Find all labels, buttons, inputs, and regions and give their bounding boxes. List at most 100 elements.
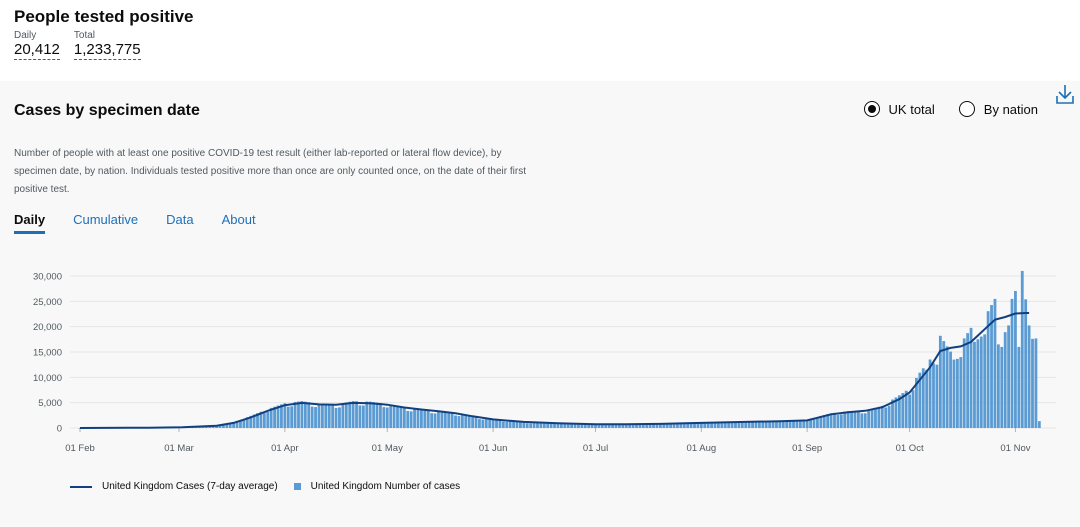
data-bar <box>863 413 867 428</box>
total-value[interactable]: 1,233,775 <box>73 41 141 60</box>
data-bar <box>221 424 225 428</box>
data-bar <box>573 424 577 428</box>
daily-value[interactable]: 20,412 <box>14 41 60 60</box>
data-bar <box>877 406 881 428</box>
data-bar <box>519 421 522 428</box>
x-tick-label: 01 Oct <box>896 443 924 454</box>
download-icon[interactable] <box>1055 83 1075 105</box>
data-bar <box>884 407 888 428</box>
data-bar <box>269 407 273 428</box>
data-bar <box>699 422 703 428</box>
y-tick-label: 15,000 <box>33 348 62 359</box>
data-bar <box>730 422 734 428</box>
data-bar <box>396 405 399 428</box>
data-bar <box>853 410 857 428</box>
data-bar <box>938 335 942 428</box>
data-bar <box>672 424 676 428</box>
data-bar <box>1031 338 1034 428</box>
data-bar <box>942 341 946 428</box>
data-bar <box>495 419 498 428</box>
data-bar <box>935 364 939 428</box>
data-bar <box>720 423 724 428</box>
data-bar <box>822 415 826 428</box>
data-bar <box>225 423 229 428</box>
data-bar <box>423 409 427 428</box>
tab-about[interactable]: About <box>221 212 256 227</box>
data-bar <box>320 403 324 428</box>
x-tick-label: 01 Sep <box>792 443 822 454</box>
data-bar <box>532 422 536 428</box>
data-bar <box>420 409 423 428</box>
data-bar <box>280 404 283 428</box>
data-bar <box>645 424 649 428</box>
data-bar <box>781 420 785 428</box>
data-bar <box>839 414 843 428</box>
total-label: Total <box>73 30 96 41</box>
data-bar <box>375 402 379 428</box>
data-bar <box>826 414 830 428</box>
tab-daily[interactable]: Daily <box>14 212 46 234</box>
data-bar <box>498 420 502 428</box>
data-bar <box>344 402 348 428</box>
data-bar <box>382 407 386 428</box>
data-bar <box>570 423 574 428</box>
data-bar <box>389 404 393 428</box>
data-bar <box>662 423 666 428</box>
data-bar <box>1017 346 1021 428</box>
data-bar <box>368 401 372 428</box>
data-bar <box>266 411 270 428</box>
legend-line-label: United Kingdom Cases (7-day average) <box>102 481 278 492</box>
data-bar <box>887 405 891 428</box>
x-tick-label: 01 Aug <box>687 443 717 454</box>
data-bar <box>778 421 782 428</box>
data-bar <box>768 422 772 428</box>
data-bar <box>293 401 297 428</box>
data-bar <box>402 407 406 428</box>
data-bar <box>621 424 625 428</box>
data-bar <box>300 401 304 428</box>
tab-data[interactable]: Data <box>166 212 194 227</box>
data-bar <box>880 405 884 428</box>
data-bar <box>754 421 758 428</box>
data-bar <box>870 408 874 428</box>
data-bar <box>904 390 908 428</box>
data-bar <box>761 421 765 428</box>
x-tick-label: 01 Jul <box>583 443 608 454</box>
data-bar <box>488 419 492 428</box>
data-bar <box>921 368 925 428</box>
data-bar <box>491 419 495 428</box>
data-bar <box>481 419 485 428</box>
data-bar <box>437 411 440 428</box>
data-bar <box>525 423 529 428</box>
data-bar <box>577 424 580 428</box>
data-bar <box>993 298 997 428</box>
tab-list: Daily Cumulative Data About <box>14 212 256 234</box>
data-bar <box>433 413 437 428</box>
data-bar <box>952 359 956 428</box>
data-bar <box>785 420 789 428</box>
data-bar <box>689 422 693 428</box>
data-bar <box>850 411 853 428</box>
total-figure: Total 1,233,775 <box>73 30 141 60</box>
tab-cumulative[interactable]: Cumulative <box>73 212 139 227</box>
data-bar <box>536 422 539 428</box>
data-bar <box>734 421 737 428</box>
data-bar <box>416 409 420 428</box>
data-bar <box>372 402 376 428</box>
data-bar <box>563 423 567 428</box>
data-bar <box>484 418 488 428</box>
x-tick-label: 01 Nov <box>1000 443 1030 454</box>
data-bar <box>542 422 546 428</box>
data-bar <box>501 421 505 428</box>
data-bar <box>546 422 550 428</box>
radio-unselected-icon <box>958 101 975 117</box>
data-bar <box>249 415 253 428</box>
data-bar <box>614 424 618 428</box>
radio-by-nation[interactable]: By nation <box>958 101 1038 117</box>
radio-uk-total[interactable]: UK total <box>863 101 935 117</box>
data-bar <box>505 421 509 428</box>
data-bar <box>727 422 731 428</box>
data-bar <box>686 423 690 428</box>
data-bar <box>918 372 922 428</box>
data-bar <box>805 419 809 428</box>
